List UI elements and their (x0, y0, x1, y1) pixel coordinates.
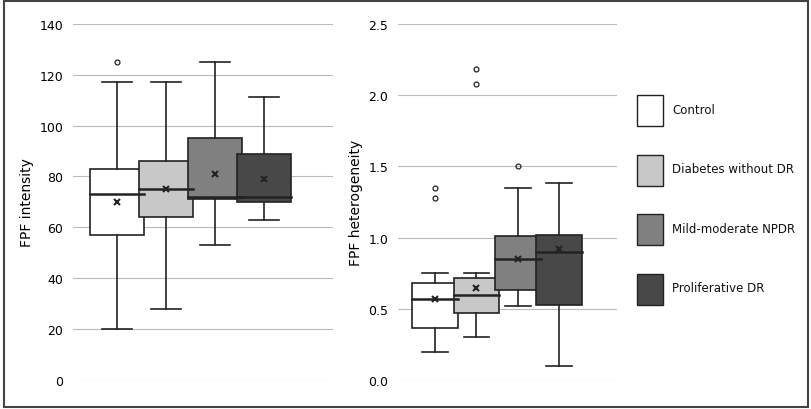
Bar (636, 274, 662, 305)
Bar (453, 278, 499, 313)
Bar (139, 162, 193, 218)
Bar (188, 139, 242, 200)
Bar (536, 235, 581, 305)
Text: Mild-moderate NPDR: Mild-moderate NPDR (672, 222, 795, 235)
Bar (636, 215, 662, 245)
Y-axis label: FPF heterogeneity: FPF heterogeneity (348, 139, 363, 265)
Bar (636, 155, 662, 186)
Bar (495, 237, 540, 291)
Bar (237, 154, 291, 202)
Bar (636, 96, 662, 127)
Bar (90, 169, 144, 236)
Text: Diabetes without DR: Diabetes without DR (672, 163, 793, 176)
Bar (412, 283, 457, 328)
Text: Control: Control (672, 104, 714, 117)
Y-axis label: FPF intensity: FPF intensity (20, 158, 34, 247)
Text: Proliferative DR: Proliferative DR (672, 282, 764, 294)
